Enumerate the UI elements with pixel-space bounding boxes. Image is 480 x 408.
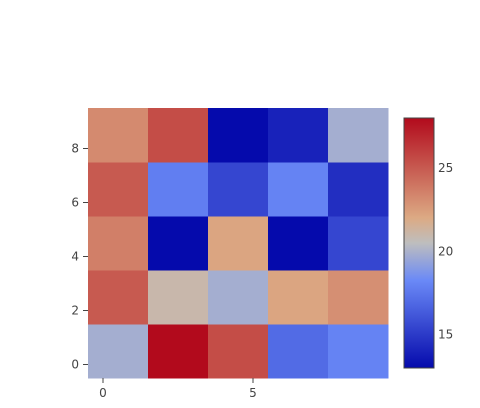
heatmap-cell: [328, 270, 389, 325]
colorbar-gradient: [403, 117, 435, 369]
heatmap-cell: [328, 162, 389, 217]
heatmap-cell: [208, 270, 269, 325]
heatmap-cell: [148, 270, 209, 325]
heatmap-cell: [148, 108, 209, 163]
heatmap-cell: [268, 324, 329, 379]
heatmap-cell: [328, 324, 389, 379]
colorbar: 15 20 25: [403, 117, 453, 369]
heatmap-cell: [88, 270, 149, 325]
heatmap-cell: [148, 216, 209, 271]
x-tick-label: 0: [99, 386, 107, 400]
y-axis: 0 2 4 6 8: [71, 142, 88, 372]
heatmap-cell: [268, 270, 329, 325]
heatmap-cell: [148, 324, 209, 379]
heatmap-cell: [328, 216, 389, 271]
heatmap-cell: [328, 108, 389, 163]
heatmap-cell: [208, 216, 269, 271]
heatmap-cells: [88, 108, 389, 379]
colorbar-tick-label: 25: [438, 161, 453, 175]
heatmap-cell: [88, 216, 149, 271]
heatmap-cell: [208, 324, 269, 379]
heatmap-cell: [268, 162, 329, 217]
heatmap-cell: [268, 108, 329, 163]
y-tick-label: 4: [71, 250, 79, 264]
y-tick-label: 6: [71, 196, 79, 210]
y-tick-label: 0: [71, 358, 79, 372]
heatmap-cell: [208, 108, 269, 163]
x-tick-label: 5: [249, 386, 257, 400]
heatmap-cell: [268, 216, 329, 271]
y-tick-label: 8: [71, 142, 79, 156]
y-tick-label: 2: [71, 304, 79, 318]
heatmap-cell: [88, 108, 149, 163]
colorbar-tick-label: 20: [438, 244, 453, 258]
heatmap-cell: [88, 162, 149, 217]
heatmap-cell: [148, 162, 209, 217]
colorbar-tick-label: 15: [438, 328, 453, 342]
heatmap-cell: [88, 324, 149, 379]
heatmap-cell: [208, 162, 269, 217]
